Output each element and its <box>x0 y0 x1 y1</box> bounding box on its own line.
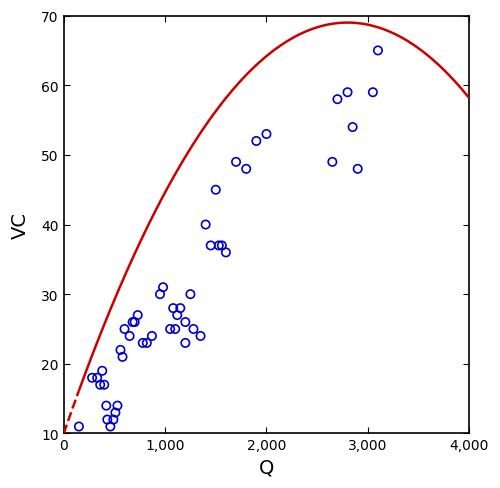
Point <box>134 311 141 319</box>
Point <box>252 138 260 145</box>
Point <box>196 332 204 340</box>
Point <box>143 339 151 347</box>
Point <box>262 131 270 139</box>
Point <box>110 416 118 424</box>
Point <box>212 186 220 194</box>
Point <box>114 402 122 410</box>
Point <box>156 291 164 299</box>
Point <box>354 165 362 173</box>
Point <box>374 47 382 55</box>
Point <box>75 423 83 430</box>
Point <box>93 374 101 382</box>
Point <box>206 242 214 250</box>
Y-axis label: VC: VC <box>11 212 30 239</box>
Point <box>222 249 230 257</box>
Point <box>106 423 114 430</box>
Point <box>104 416 112 424</box>
Point <box>334 96 342 104</box>
Point <box>166 325 174 333</box>
Point <box>232 159 240 166</box>
Point <box>186 291 194 299</box>
Point <box>139 339 147 347</box>
Point <box>116 346 124 354</box>
Point <box>171 325 179 333</box>
Point <box>348 124 356 132</box>
Point <box>120 325 128 333</box>
Point <box>328 159 336 166</box>
Point <box>130 319 138 326</box>
Point <box>96 381 104 389</box>
Point <box>169 305 177 312</box>
Point <box>88 374 96 382</box>
X-axis label: Q: Q <box>259 458 274 477</box>
Point <box>242 165 250 173</box>
Point <box>112 409 120 417</box>
Point <box>118 353 126 361</box>
Point <box>148 332 156 340</box>
Point <box>215 242 223 250</box>
Point <box>218 242 226 250</box>
Point <box>102 402 110 410</box>
Point <box>100 381 108 389</box>
Point <box>369 89 377 97</box>
Point <box>98 367 106 375</box>
Point <box>202 221 209 229</box>
Point <box>182 339 190 347</box>
Point <box>344 89 351 97</box>
Point <box>159 284 167 291</box>
Point <box>128 319 136 326</box>
Point <box>190 325 198 333</box>
Point <box>173 311 181 319</box>
Point <box>126 332 134 340</box>
Point <box>176 305 184 312</box>
Point <box>182 319 190 326</box>
